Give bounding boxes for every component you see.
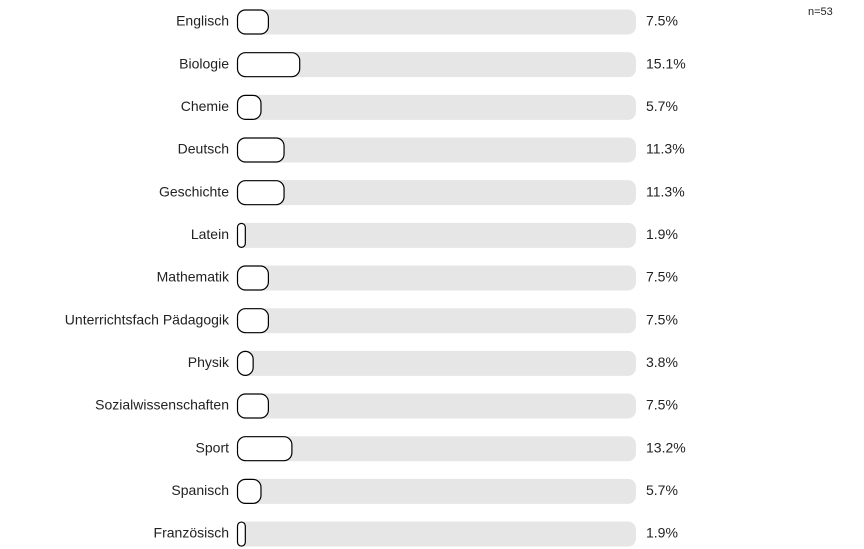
bar [236, 308, 269, 334]
category-label: Deutsch [178, 141, 229, 157]
sample-size: n=53 [808, 6, 833, 18]
bar [236, 222, 246, 248]
category-label: Sozialwissenschaften [95, 397, 229, 413]
category-label: Physik [188, 354, 230, 370]
value-label: 7.5% [646, 397, 678, 413]
bar-track [237, 521, 636, 547]
value-label: 15.1% [646, 55, 686, 71]
bar-track [237, 436, 636, 462]
bar [236, 265, 269, 291]
value-label: 7.5% [646, 311, 678, 327]
bar [236, 137, 285, 163]
bar-track [237, 478, 636, 504]
category-label: Mathematik [157, 269, 230, 285]
bar [236, 393, 269, 419]
category-label: Französisch [154, 525, 229, 541]
category-label: Chemie [181, 98, 229, 114]
bar [236, 52, 301, 78]
value-label: 5.7% [646, 98, 678, 114]
bar [236, 180, 285, 206]
bar [236, 478, 262, 504]
bar [236, 521, 246, 547]
value-label: 13.2% [646, 439, 686, 455]
category-label: Englisch [176, 13, 229, 29]
bar [236, 436, 293, 462]
bar-track [237, 9, 636, 35]
category-label: Spanisch [171, 482, 229, 498]
value-label: 1.9% [646, 525, 678, 541]
bar-track [237, 308, 636, 334]
bar [236, 94, 262, 120]
value-label: 7.5% [646, 269, 678, 285]
category-label: Sport [196, 439, 230, 455]
bar-track [237, 52, 636, 78]
bar [236, 350, 254, 376]
value-label: 3.8% [646, 354, 678, 370]
bar-track [237, 180, 636, 206]
category-label: Unterrichtsfach Pädagogik [65, 311, 230, 327]
bar-track [237, 222, 636, 248]
bar [236, 9, 269, 35]
bar-track [237, 265, 636, 291]
bar-track [237, 94, 636, 120]
value-label: 11.3% [646, 141, 685, 157]
bar-track [237, 350, 636, 376]
category-label: Latein [191, 226, 229, 242]
value-label: 1.9% [646, 226, 678, 242]
category-label: Biologie [179, 55, 229, 71]
value-label: 11.3% [646, 183, 685, 199]
value-label: 7.5% [646, 13, 678, 29]
value-label: 5.7% [646, 482, 678, 498]
category-label: Geschichte [159, 183, 229, 199]
bar-track [237, 137, 636, 163]
bar-track [237, 393, 636, 419]
